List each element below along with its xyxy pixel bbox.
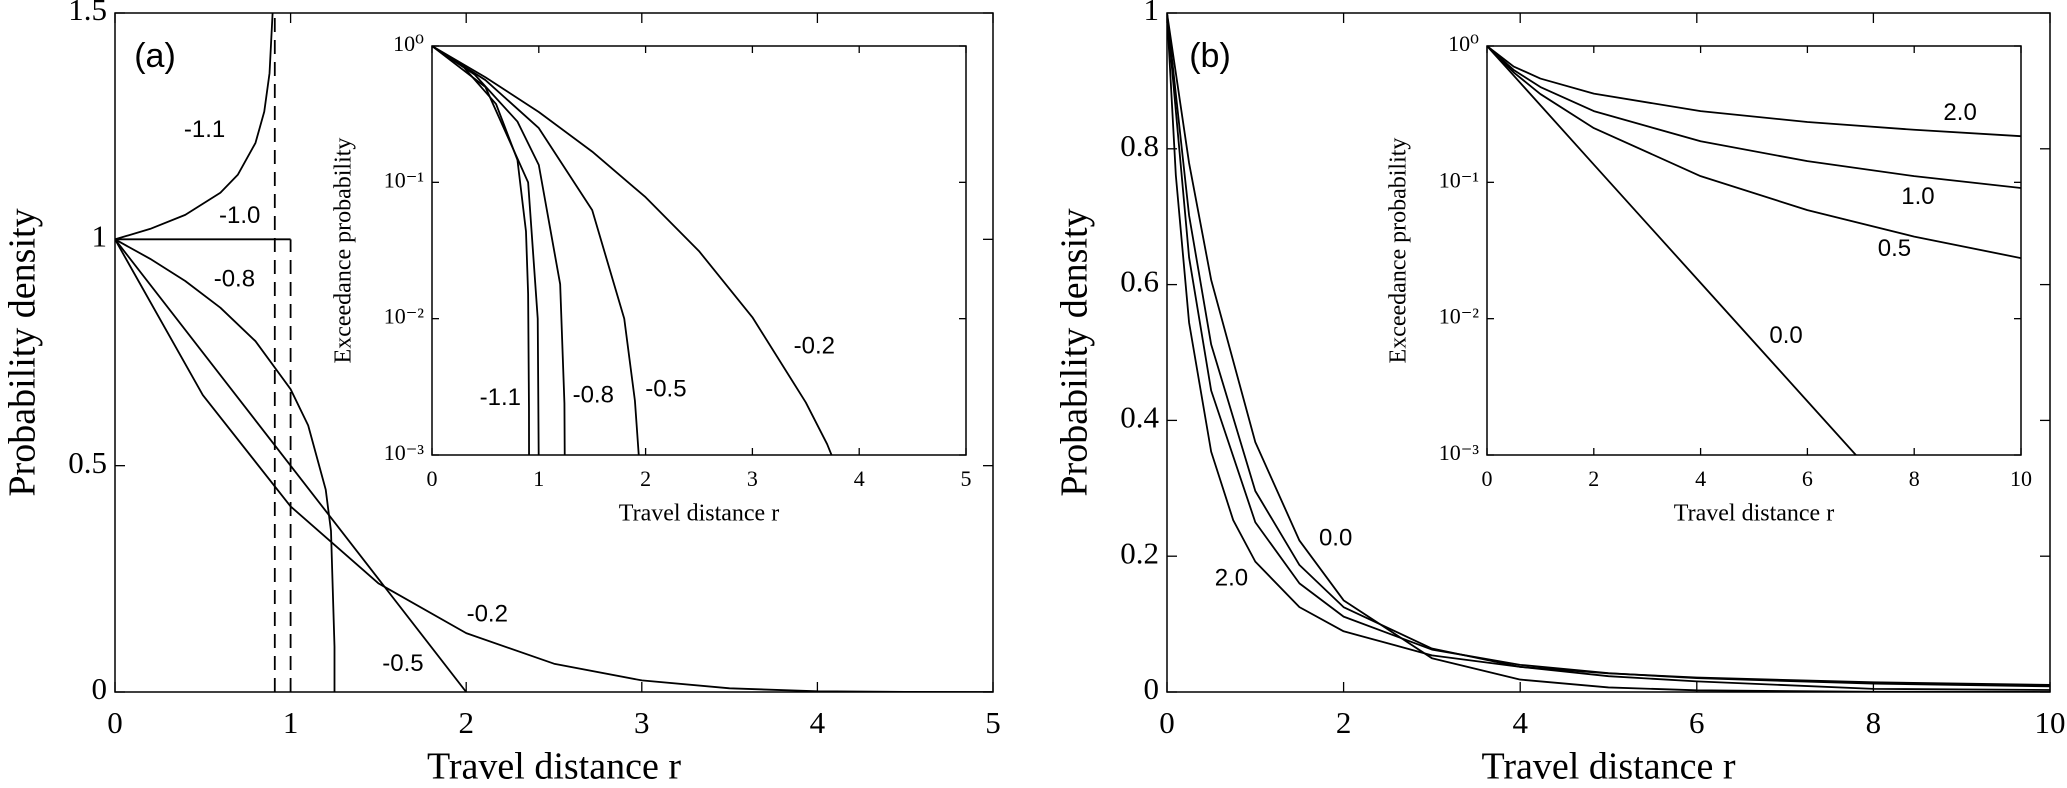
series-line: [115, 238, 993, 692]
x-tick-label: 8: [1866, 705, 1882, 740]
series-line: [115, 238, 467, 692]
series-label: -0.8: [573, 382, 614, 409]
plot-area: [432, 46, 833, 455]
series-label: -1.1: [184, 116, 225, 143]
y-axis-label: Exceedance probability: [331, 138, 357, 364]
plot-frame: [1166, 12, 2051, 693]
y-tick-label: 0.8: [1120, 128, 1159, 163]
y-tick-label: 0.4: [1120, 400, 1159, 435]
y-tick-label: 10⁻³: [384, 440, 425, 465]
x-tick-label: 0: [1159, 705, 1175, 740]
series-label: 1.0: [1901, 183, 1934, 210]
plot-frame: [114, 12, 994, 693]
x-axis-label: Travel distance r: [1482, 746, 1736, 788]
series-line: [1487, 46, 1858, 455]
y-tick-label: 0.6: [1120, 264, 1159, 299]
series-line: [1487, 46, 2021, 189]
main-chart: 0 2 4 6 8 10 0 0.2 0.4 0.6 0.8 1 Travel distance r Pr…: [1054, 0, 2066, 788]
series-label: -1.1: [480, 384, 521, 411]
panel-label: (b): [1189, 37, 1231, 75]
x-tick-label: 10: [2035, 705, 2066, 740]
series-line: [1167, 13, 2050, 692]
y-tick-label: 10⁰: [393, 31, 424, 56]
plot-frame: [1486, 45, 2022, 456]
series-line: [432, 46, 833, 455]
y-tick-label: 1.5: [68, 0, 107, 27]
inset-chart: 0 1 2 3 4 5 10⁻³ 10⁻² 10⁻¹ 10⁰ Travel distance r Ex…: [331, 31, 972, 527]
y-tick-label: 0.2: [1120, 535, 1159, 570]
inset-chart: 0 2 4 6 8 10 10⁻³ 10⁻² 10⁻¹ 10⁰ Travel distance r E…: [1386, 31, 2033, 526]
x-tick-label: 5: [985, 705, 1001, 740]
y-tick-label: 0.5: [68, 445, 107, 480]
x-tick-label: 3: [634, 705, 650, 740]
series-line: [432, 46, 640, 455]
x-tick-label: 2: [1336, 705, 1352, 740]
series-label: -0.8: [214, 265, 255, 292]
series-label: -0.5: [645, 375, 686, 402]
x-axis-label: Travel distance r: [1674, 501, 1834, 527]
series-line: [1167, 13, 2050, 686]
inset-background: [1487, 46, 2021, 455]
x-tick-label: 10: [2010, 466, 2032, 491]
plot-area: [1487, 46, 2021, 455]
series-line: [115, 13, 274, 241]
x-axis-label: Travel distance r: [619, 501, 779, 527]
y-tick-label: 10⁻³: [1439, 440, 1480, 465]
x-tick-label: 6: [1689, 705, 1705, 740]
x-tick-label: 2: [1588, 466, 1599, 491]
x-tick-label: 0: [427, 466, 438, 491]
series-label: 0.5: [1878, 235, 1911, 262]
x-tick-label: 3: [747, 466, 758, 491]
x-tick-label: 1: [533, 466, 544, 491]
x-tick-label: 2: [458, 705, 474, 740]
x-tick-label: 1: [283, 705, 299, 740]
y-tick-label: 1: [92, 218, 108, 253]
series-line: [432, 46, 540, 455]
x-tick-label: 2: [640, 466, 651, 491]
x-tick-label: 0: [1482, 466, 1493, 491]
x-tick-label: 4: [810, 705, 826, 740]
series-label: -1.0: [219, 202, 260, 229]
y-axis-label: Exceedance probability: [1386, 138, 1412, 364]
series-label: 0.0: [1769, 322, 1802, 349]
series-label: 2.0: [1943, 99, 1976, 126]
x-tick-label: 0: [107, 705, 123, 740]
y-tick-label: 10⁻²: [1439, 304, 1480, 329]
series-line: [1487, 46, 2021, 260]
series-line: [432, 46, 566, 455]
x-tick-label: 6: [1802, 466, 1813, 491]
series-line: [1487, 46, 2021, 138]
x-tick-label: 8: [1909, 466, 1920, 491]
main-chart: 0 1 2 3 4 5 0 0.5 1 1.5 Travel distance r Probabili…: [2, 0, 1001, 788]
series-line: [1167, 13, 2050, 691]
series-label: 0.0: [1319, 525, 1352, 552]
x-tick-label: 5: [961, 466, 972, 491]
series-label: 2.0: [1215, 565, 1248, 592]
y-tick-label: 10⁻¹: [1439, 167, 1479, 192]
x-tick-label: 4: [854, 466, 865, 491]
y-tick-label: 0: [1144, 671, 1160, 706]
series-label: -0.5: [382, 650, 423, 677]
series-line: [115, 238, 336, 692]
series-label: -0.2: [794, 332, 835, 359]
y-axis-label: Probability density: [1054, 208, 1096, 496]
plot-frame: [431, 45, 967, 456]
y-tick-label: 10⁻¹: [384, 167, 424, 192]
y-axis-label: Probability density: [2, 208, 44, 496]
y-tick-label: 10⁻²: [384, 304, 425, 329]
x-tick-label: 4: [1695, 466, 1706, 491]
plot-area: [1167, 13, 2050, 692]
y-tick-label: 10⁰: [1448, 31, 1479, 56]
series-label: -0.2: [467, 600, 508, 627]
y-tick-label: 1: [1144, 0, 1160, 27]
y-tick-label: 0: [92, 671, 108, 706]
panel-label: (a): [134, 37, 176, 75]
x-tick-label: 4: [1512, 705, 1528, 740]
plot-area: [115, 13, 993, 692]
x-axis-label: Travel distance r: [427, 746, 681, 788]
